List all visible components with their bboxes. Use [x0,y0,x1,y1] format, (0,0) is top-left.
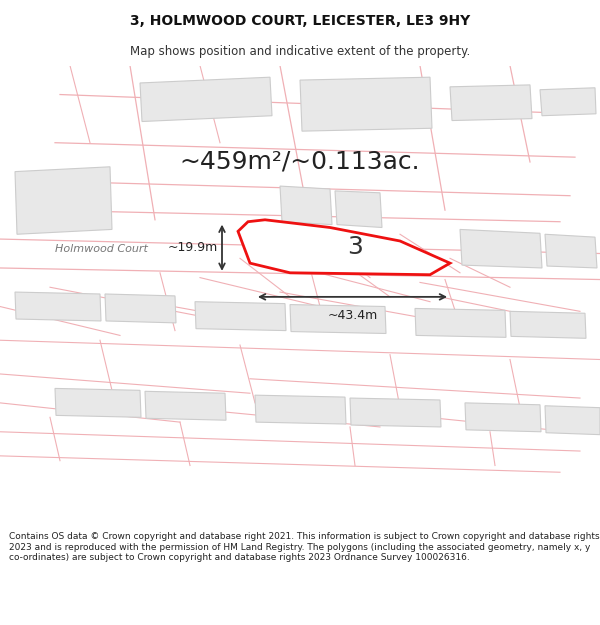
Polygon shape [272,229,320,256]
Polygon shape [300,77,432,131]
Polygon shape [238,220,450,275]
Text: Holmwood Court: Holmwood Court [55,244,148,254]
Polygon shape [465,403,541,432]
Polygon shape [335,191,382,228]
Polygon shape [450,85,532,121]
Polygon shape [290,304,386,334]
Text: Map shows position and indicative extent of the property.: Map shows position and indicative extent… [130,46,470,58]
Text: ~459m²/~0.113ac.: ~459m²/~0.113ac. [179,150,421,174]
Polygon shape [140,77,272,121]
Text: Contains OS data © Crown copyright and database right 2021. This information is : Contains OS data © Crown copyright and d… [9,532,599,562]
Polygon shape [350,398,441,427]
Text: ~43.4m: ~43.4m [328,309,377,322]
Polygon shape [255,395,346,424]
Polygon shape [195,302,286,331]
Polygon shape [415,308,506,338]
Text: 3: 3 [347,235,363,259]
Polygon shape [510,311,586,338]
Polygon shape [325,234,382,260]
Polygon shape [15,292,101,321]
Polygon shape [460,229,542,268]
Polygon shape [105,294,176,323]
Polygon shape [145,391,226,420]
Polygon shape [280,186,332,224]
Polygon shape [15,167,112,234]
Polygon shape [545,406,600,434]
Polygon shape [540,88,596,116]
Text: 3, HOLMWOOD COURT, LEICESTER, LE3 9HY: 3, HOLMWOOD COURT, LEICESTER, LE3 9HY [130,14,470,28]
Polygon shape [545,234,597,268]
Text: ~19.9m: ~19.9m [168,241,218,254]
Polygon shape [55,388,141,418]
